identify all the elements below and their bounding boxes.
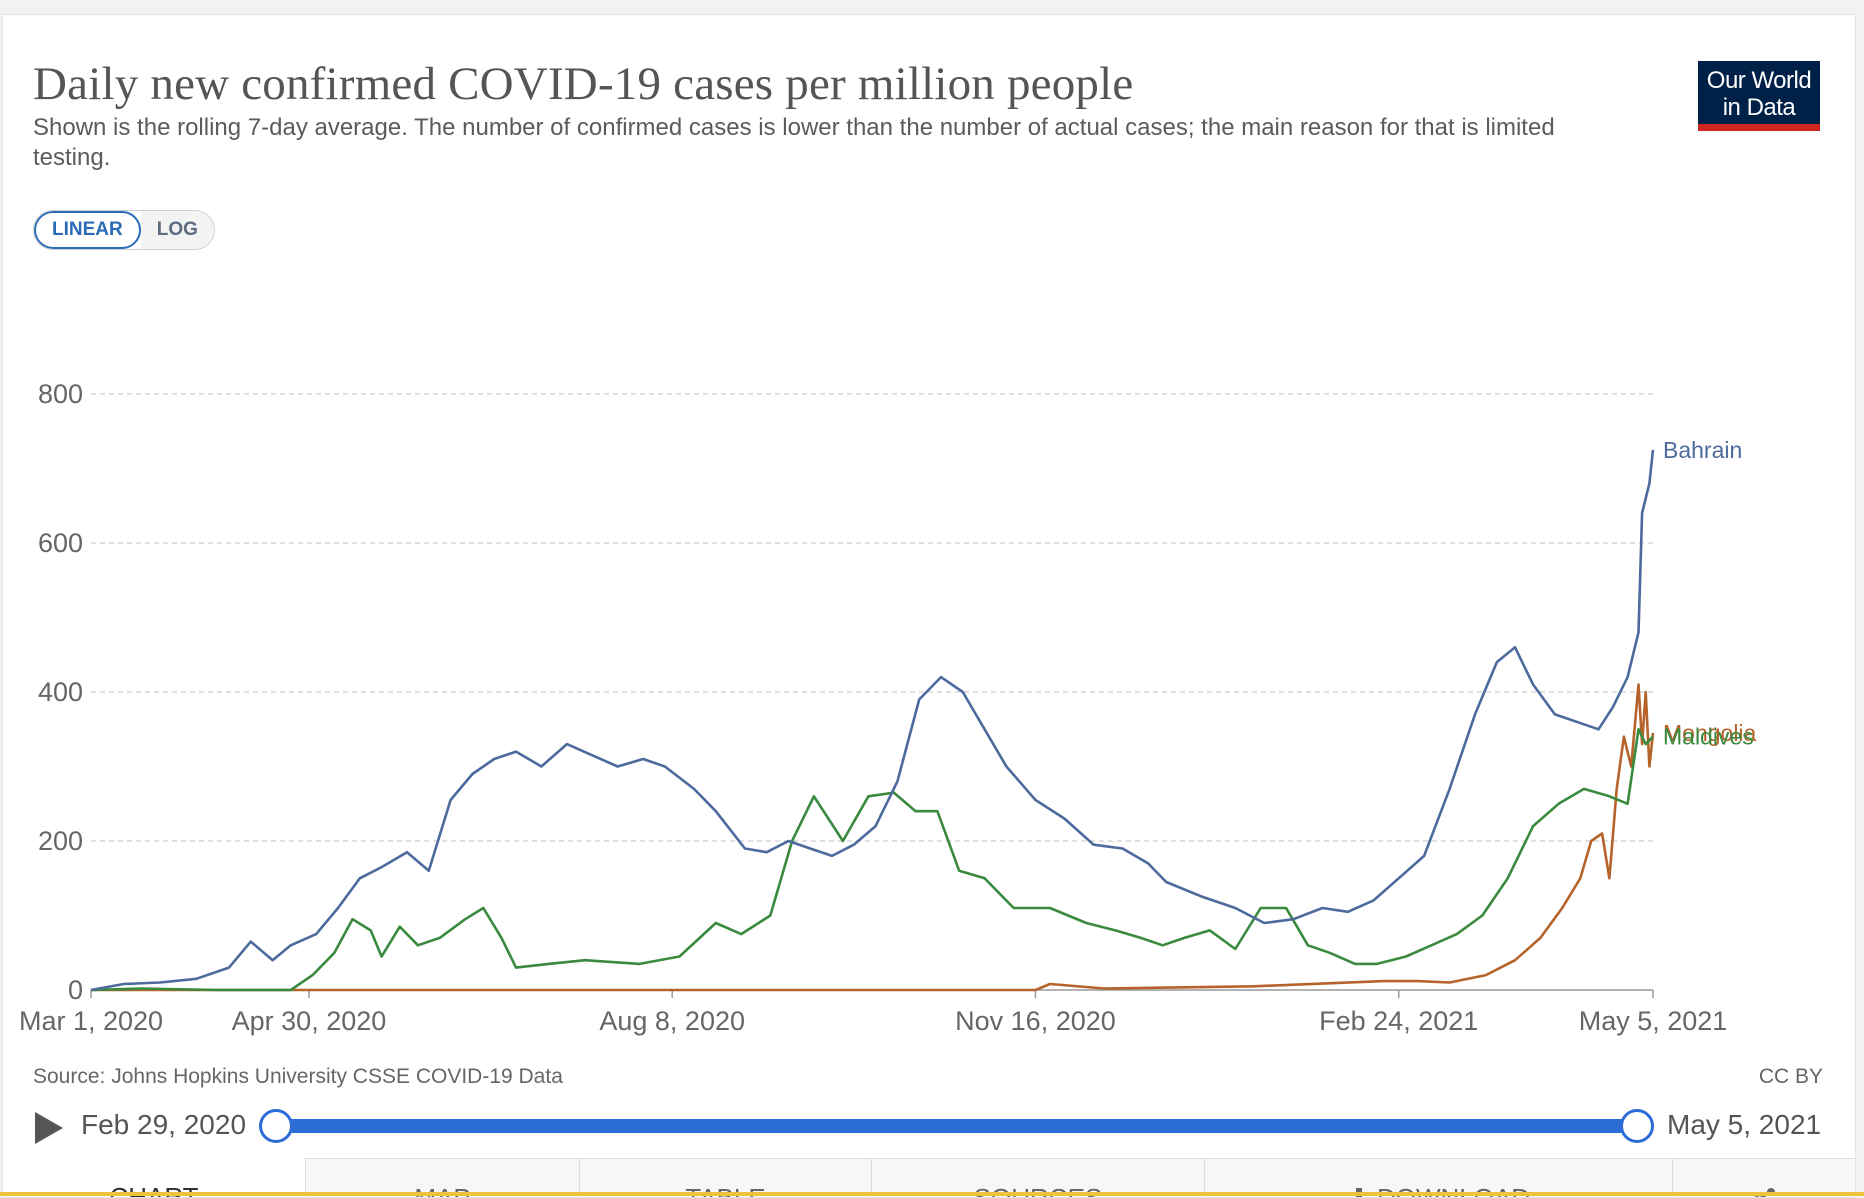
x-tick-label: Aug 8, 2020: [599, 1006, 745, 1036]
timeline-start-label: Feb 29, 2020: [81, 1109, 247, 1140]
x-tick-label: Nov 16, 2020: [955, 1006, 1116, 1036]
y-tick-label: 0: [68, 975, 83, 1005]
play-icon[interactable]: [35, 1112, 63, 1144]
license-link[interactable]: CC BY: [1758, 1065, 1823, 1088]
tab-sources[interactable]: SOURCES: [871, 1158, 1204, 1197]
log-scale-button[interactable]: LOG: [140, 211, 214, 249]
y-tick-label: 800: [38, 379, 83, 409]
y-tick-label: 200: [38, 826, 83, 856]
view-tabs: CHART MAP TABLE SOURCES DOWNLOAD: [3, 1158, 1855, 1197]
source-note: Source: Johns Hopkins University CSSE CO…: [33, 1065, 563, 1088]
series-line-mongolia[interactable]: [91, 683, 1655, 992]
tab-share[interactable]: [1672, 1158, 1855, 1197]
timeline-end-handle[interactable]: [1620, 1109, 1654, 1143]
linear-scale-button[interactable]: LINEAR: [34, 211, 141, 249]
series-label-maldives[interactable]: Maldives: [1663, 724, 1754, 750]
timeline-end-label: May 5, 2021: [1667, 1109, 1822, 1140]
logo-line-2: in Data: [1722, 94, 1796, 121]
line-chart: 0 200 400 600 800 Mar 1, 2020 Apr 30, 2020 Aug…: [19, 379, 1757, 1036]
timeline-start-handle[interactable]: [259, 1109, 293, 1143]
chart-subtitle: Shown is the rolling 7-day average. The …: [33, 114, 1555, 171]
chart-card: Daily new confirmed COVID-19 cases per m…: [2, 14, 1856, 1198]
y-axis: 0 200 400 600 800: [38, 379, 83, 1005]
x-axis: Mar 1, 2020 Apr 30, 2020 Aug 8, 2020 Nov 16…: [19, 989, 1728, 1036]
owid-logo[interactable]: Our World in Data: [1698, 61, 1820, 131]
tab-map[interactable]: MAP: [305, 1158, 579, 1197]
timeline-slider[interactable]: [275, 1119, 1637, 1133]
x-tick-label: May 5, 2021: [1579, 1006, 1728, 1036]
x-tick-label: Feb 24, 2021: [1319, 1006, 1478, 1036]
series-line-bahrain[interactable]: [90, 449, 1655, 992]
scale-toggle: LINEAR LOG: [33, 210, 215, 250]
series-line-maldives[interactable]: [90, 728, 1654, 992]
series-label-bahrain[interactable]: Bahrain: [1663, 437, 1742, 463]
y-tick-label: 600: [38, 528, 83, 558]
page-bottom-bar: [0, 1192, 1864, 1196]
x-tick-label: Apr 30, 2020: [232, 1006, 387, 1036]
series-label-mongolia[interactable]: Mongolia: [1663, 720, 1757, 746]
series-lines: [90, 449, 1655, 992]
y-tick-label: 400: [38, 677, 83, 707]
gridlines: [91, 393, 1653, 842]
chart-title: Daily new confirmed COVID-19 cases per m…: [33, 58, 1134, 110]
logo-line-1: Our World: [1706, 67, 1812, 94]
x-tick-label: Mar 1, 2020: [19, 1006, 163, 1036]
